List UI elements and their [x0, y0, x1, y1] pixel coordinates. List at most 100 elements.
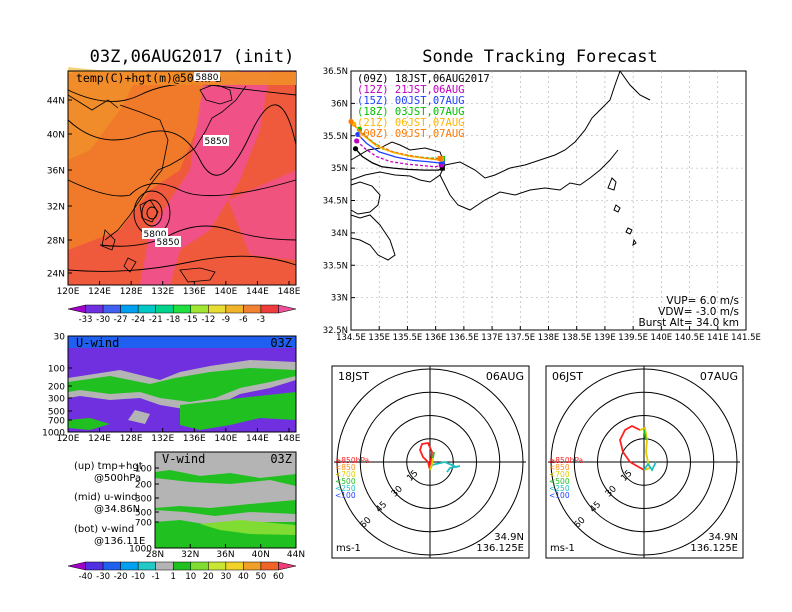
y-tick-label: 700 [135, 519, 152, 529]
x-tick-label: 140E [214, 434, 237, 444]
x-tick-label: 32N [181, 550, 199, 560]
track-line [357, 134, 443, 164]
y-tick-label: 100 [135, 465, 152, 475]
u-wind-time: 03Z [270, 336, 292, 350]
track-line [350, 121, 441, 160]
colorbar-label: -10 [131, 572, 145, 582]
colorbar-label: -20 [114, 572, 128, 582]
colorbar-label: 10 [185, 572, 196, 582]
hodo-right-lon: 136.125E [690, 543, 738, 554]
panel-notes: (up) tmp+hgt @500hPa (mid) u-wind @34.86… [74, 461, 145, 547]
colorbar-cell [67, 561, 86, 571]
colorbar-cell [155, 561, 174, 571]
note-up-level: @500hPa [94, 473, 141, 484]
colorbar-label: -6 [239, 315, 247, 325]
colorbar-label: -40 [79, 572, 93, 582]
y-tick-label: 36N [47, 167, 65, 177]
sonde-tracking-map: (09Z) 18JST,06AUG2017(12Z) 21JST,06AUG(1… [323, 67, 761, 343]
x-tick-label: 132E [151, 434, 174, 444]
colorbar-label: 50 [256, 572, 267, 582]
colorbar-label: -33 [79, 315, 93, 325]
hodo-level-label: <100 [549, 491, 570, 500]
x-tick-label: 135E [368, 333, 390, 343]
y-tick-label: 44N [47, 97, 65, 107]
y-tick-label: 500 [135, 509, 152, 519]
y-tick-label: 34.5N [323, 197, 348, 207]
colorbar-label: 40 [238, 572, 249, 582]
track-start-point [355, 131, 361, 138]
x-tick-label: 148E [278, 287, 301, 297]
contour-label: 5880 [196, 73, 219, 83]
colorbar-label: 1 [171, 572, 176, 582]
hodo-level-label: <500 [335, 477, 356, 486]
colorbar-cell [225, 304, 244, 314]
x-tick-label: 138E [538, 333, 560, 343]
x-tick-label: 44N [287, 550, 305, 560]
y-tick-label: 1000 [129, 545, 152, 555]
y-tick-label: 36N [331, 99, 348, 109]
colorbar-label: -24 [131, 315, 145, 325]
x-tick-label: 140E [651, 333, 673, 343]
colorbar-cell [260, 304, 279, 314]
y-tick-label: 24N [47, 270, 65, 280]
colorbar-label: -3 [257, 315, 265, 325]
track-line [355, 148, 443, 171]
track-end-point [437, 155, 443, 161]
hodo-right-unit: ms-1 [550, 543, 575, 554]
track-legend-item: (00Z) 09JST,07AUG [357, 128, 464, 140]
track-legend-item: (12Z) 21JST,06AUG [357, 84, 464, 96]
x-tick-label: 136.5E [449, 333, 479, 343]
hodo-level-label: <850 [549, 463, 570, 472]
colorbar-cell [243, 561, 262, 571]
hodo-level-label: <700 [549, 470, 570, 479]
x-tick-label: 124E [88, 434, 111, 444]
x-tick-label: 128E [120, 434, 143, 444]
y-tick-label: 32N [47, 203, 65, 213]
y-tick-label: 33.5N [323, 261, 348, 271]
hodo-left-date: 06AUG [486, 370, 524, 383]
left-title: 03Z,06AUG2017 (init) [90, 47, 295, 67]
y-tick-label: 28N [47, 237, 65, 247]
y-tick-label: 200 [135, 481, 152, 491]
right-title: Sonde Tracking Forecast [422, 47, 657, 67]
colorbar-cell [243, 304, 262, 314]
x-tick-label: 128E [120, 287, 143, 297]
y-tick-label: 32.5N [323, 326, 348, 336]
hodo-level-label: ≥850hPa [549, 456, 583, 465]
note-mid-lat: @34.86N [94, 504, 140, 515]
param-vup: VUP= 6.0 m/s [666, 295, 739, 307]
colorbar-cell [278, 561, 297, 571]
x-tick-label: 140.5E [675, 333, 705, 343]
colorbar-cell [102, 304, 121, 314]
colorbar-label: -30 [96, 572, 110, 582]
x-tick-label: 124E [88, 287, 111, 297]
x-tick-label: 132E [151, 287, 174, 297]
x-tick-label: 141E [707, 333, 729, 343]
param-vdw: VDW= -3.0 m/s [658, 306, 739, 318]
y-tick-label: 35N [331, 164, 348, 174]
x-tick-label: 120E [57, 287, 80, 297]
hodo-left-lat: 34.9N [494, 532, 524, 543]
track-start-point [354, 138, 360, 144]
hodo-left-time: 18JST [338, 370, 369, 383]
colorbar-cell [137, 561, 156, 571]
contour-label: 5800 [144, 230, 167, 240]
hodo-left-unit: ms-1 [336, 543, 361, 554]
y-tick-label: 30 [54, 333, 66, 343]
colorbar-cell [120, 561, 139, 571]
colorbar-cell [137, 304, 156, 314]
y-tick-label: 100 [48, 365, 65, 375]
track-start-point [348, 118, 354, 125]
x-tick-label: 138.5E [562, 333, 592, 343]
hodo-left-lon: 136.125E [476, 543, 524, 554]
y-tick-label: 1000 [42, 429, 65, 439]
track-legend-item: (18Z) 03JST,07AUG [357, 106, 464, 118]
x-tick-label: 136E [183, 434, 206, 444]
map-label: temp(C)+hgt(m)@500hPa [76, 71, 221, 85]
x-tick-label: 120E [57, 434, 80, 444]
